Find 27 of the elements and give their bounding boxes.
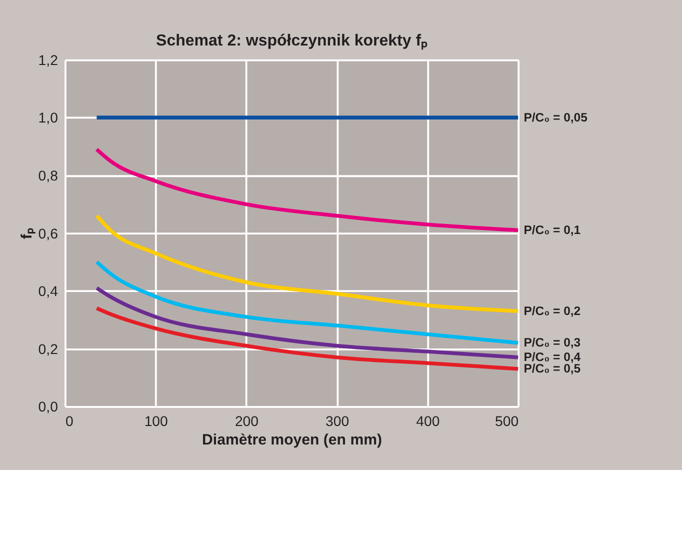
x-tick-label: 500	[495, 412, 519, 429]
y-axis-title: fₚ	[18, 228, 36, 240]
series-label: P/C₀ = 0,3	[524, 336, 581, 350]
y-tick-label: 0,8	[38, 168, 58, 184]
y-tick-label: 0,2	[38, 340, 58, 357]
series-label: P/C₀ = 0,2	[524, 304, 581, 318]
y-tick-label: 1,0	[38, 110, 58, 126]
line-series	[94, 147, 520, 232]
y-tick-label: 0,0	[38, 398, 58, 415]
y-tick-label: 1,2	[38, 52, 58, 68]
series-label: P/C₀ = 0,05	[524, 110, 588, 124]
x-tick-label: 200	[234, 412, 259, 429]
line-series	[94, 214, 520, 313]
series-label: P/C₀ = 0,1	[524, 222, 581, 237]
series-label: P/C₀ = 0,4	[524, 350, 581, 364]
x-tick-label: 100	[144, 412, 168, 429]
y-tick-label: 0,6	[38, 225, 58, 242]
chart-title: Schemat 2: współczynnik korekty fₚ	[156, 32, 428, 51]
x-tick-label: 400	[416, 412, 440, 429]
y-tick-label: 0,4	[38, 283, 58, 300]
line-series	[94, 260, 520, 345]
x-axis-title: Diamètre moyen (en mm)	[202, 432, 382, 449]
x-tick-label: 0	[65, 412, 74, 429]
line-series	[94, 286, 520, 360]
x-tick-label: 300	[326, 412, 350, 429]
line-series	[94, 306, 520, 371]
series-label: P/C₀ = 0,5	[524, 362, 581, 376]
